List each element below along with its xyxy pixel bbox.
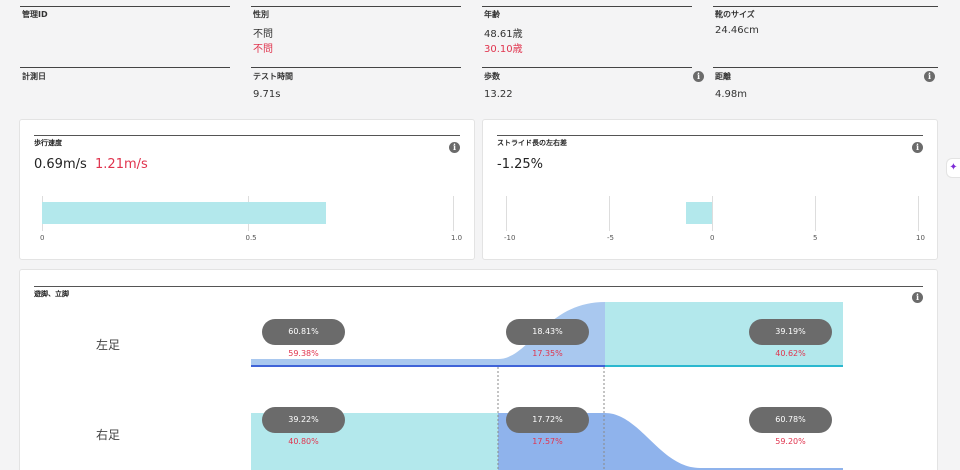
stride-diff-gridline	[918, 196, 919, 231]
left-swing-area	[251, 302, 605, 366]
stride-diff-card: ストライド長の左右差 i -1.25% -10 -5 0 5 10	[482, 119, 938, 260]
right-phase-3-pill: 60.78%	[749, 407, 832, 433]
stride-diff-tick-label: 5	[813, 234, 818, 242]
stride-diff-bar	[686, 202, 712, 224]
walking-speed-title: 歩行速度	[34, 139, 62, 147]
left-phase-2-pill: 18.43%	[506, 319, 589, 345]
walking-speed-gridline	[453, 196, 454, 231]
right-phase-1-pill: 39.22%	[262, 407, 345, 433]
management-id-label: 管理ID	[22, 10, 48, 19]
stride-diff-info-icon[interactable]: i	[912, 142, 923, 153]
left-foot-label: 左足	[96, 338, 121, 352]
steps-value: 13.22	[484, 89, 513, 100]
walking-speed-value: 0.69m/s 1.21m/s	[34, 157, 148, 172]
walking-speed-ref: 1.21m/s	[95, 157, 148, 172]
shoe-size-label: 靴のサイズ	[715, 10, 755, 19]
walking-speed-card: 歩行速度 i 0.69m/s 1.21m/s 0 0.5 1.0	[19, 119, 475, 260]
left-phase-3-ref: 40.62%	[775, 349, 806, 358]
distance-value: 4.98m	[715, 89, 748, 100]
right-phase-3-ref: 59.20%	[775, 437, 806, 446]
steps-info-icon[interactable]: i	[693, 71, 704, 82]
left-phase-3-pill: 39.19%	[749, 319, 832, 345]
assistant-sparkle-icon[interactable]: ✦	[946, 158, 960, 178]
age-value: 48.61歳	[484, 29, 523, 40]
walking-speed-info-icon[interactable]: i	[449, 142, 460, 153]
measure-date-label: 計測日	[22, 72, 46, 81]
stance-swing-title: 遊脚、立脚	[34, 290, 69, 298]
distance-label: 距離	[715, 72, 731, 81]
stride-diff-value: -1.25%	[497, 157, 543, 172]
stride-diff-gridline	[609, 196, 610, 231]
walking-speed-tick-label: 0	[40, 234, 45, 242]
distance-info-icon[interactable]: i	[924, 71, 935, 82]
right-phase-1-ref: 40.80%	[288, 437, 319, 446]
test-time-value: 9.71s	[253, 89, 281, 100]
stance-swing-card: 遊脚、立脚 i 左足 右足 60.81% 59.38% 18.43% 17.35…	[19, 269, 938, 470]
stance-swing-info-icon[interactable]: i	[912, 292, 923, 303]
shoe-size-value: 24.46cm	[715, 25, 759, 36]
stride-diff-gridline	[712, 196, 713, 231]
gender-value: 不問	[253, 29, 273, 40]
stride-diff-tick-label: -5	[607, 234, 614, 242]
steps-label: 歩数	[484, 72, 500, 81]
right-foot-label: 右足	[96, 428, 121, 442]
stride-diff-gridline	[506, 196, 507, 231]
walking-speed-main: 0.69m/s	[34, 157, 87, 172]
age-label: 年齢	[484, 10, 500, 19]
stride-diff-title: ストライド長の左右差	[497, 139, 567, 147]
left-phase-2-ref: 17.35%	[532, 349, 563, 358]
walking-speed-tick-label: 1.0	[451, 234, 463, 242]
stride-diff-tick-label: -10	[504, 234, 516, 242]
stride-diff-tick-label: 10	[916, 234, 925, 242]
left-phase-1-ref: 59.38%	[288, 349, 319, 358]
walking-speed-tick-label: 0.5	[245, 234, 257, 242]
gender-label: 性別	[253, 10, 269, 19]
stride-diff-gridline	[815, 196, 816, 231]
age-ref-value: 30.10歳	[484, 44, 523, 55]
test-time-label: テスト時間	[253, 72, 293, 81]
stride-diff-tick-label: 0	[710, 234, 715, 242]
walking-speed-bar	[42, 202, 326, 224]
right-phase-2-pill: 17.72%	[506, 407, 589, 433]
left-phase-1-pill: 60.81%	[262, 319, 345, 345]
gender-ref-value: 不問	[253, 44, 273, 55]
right-phase-2-ref: 17.57%	[532, 437, 563, 446]
